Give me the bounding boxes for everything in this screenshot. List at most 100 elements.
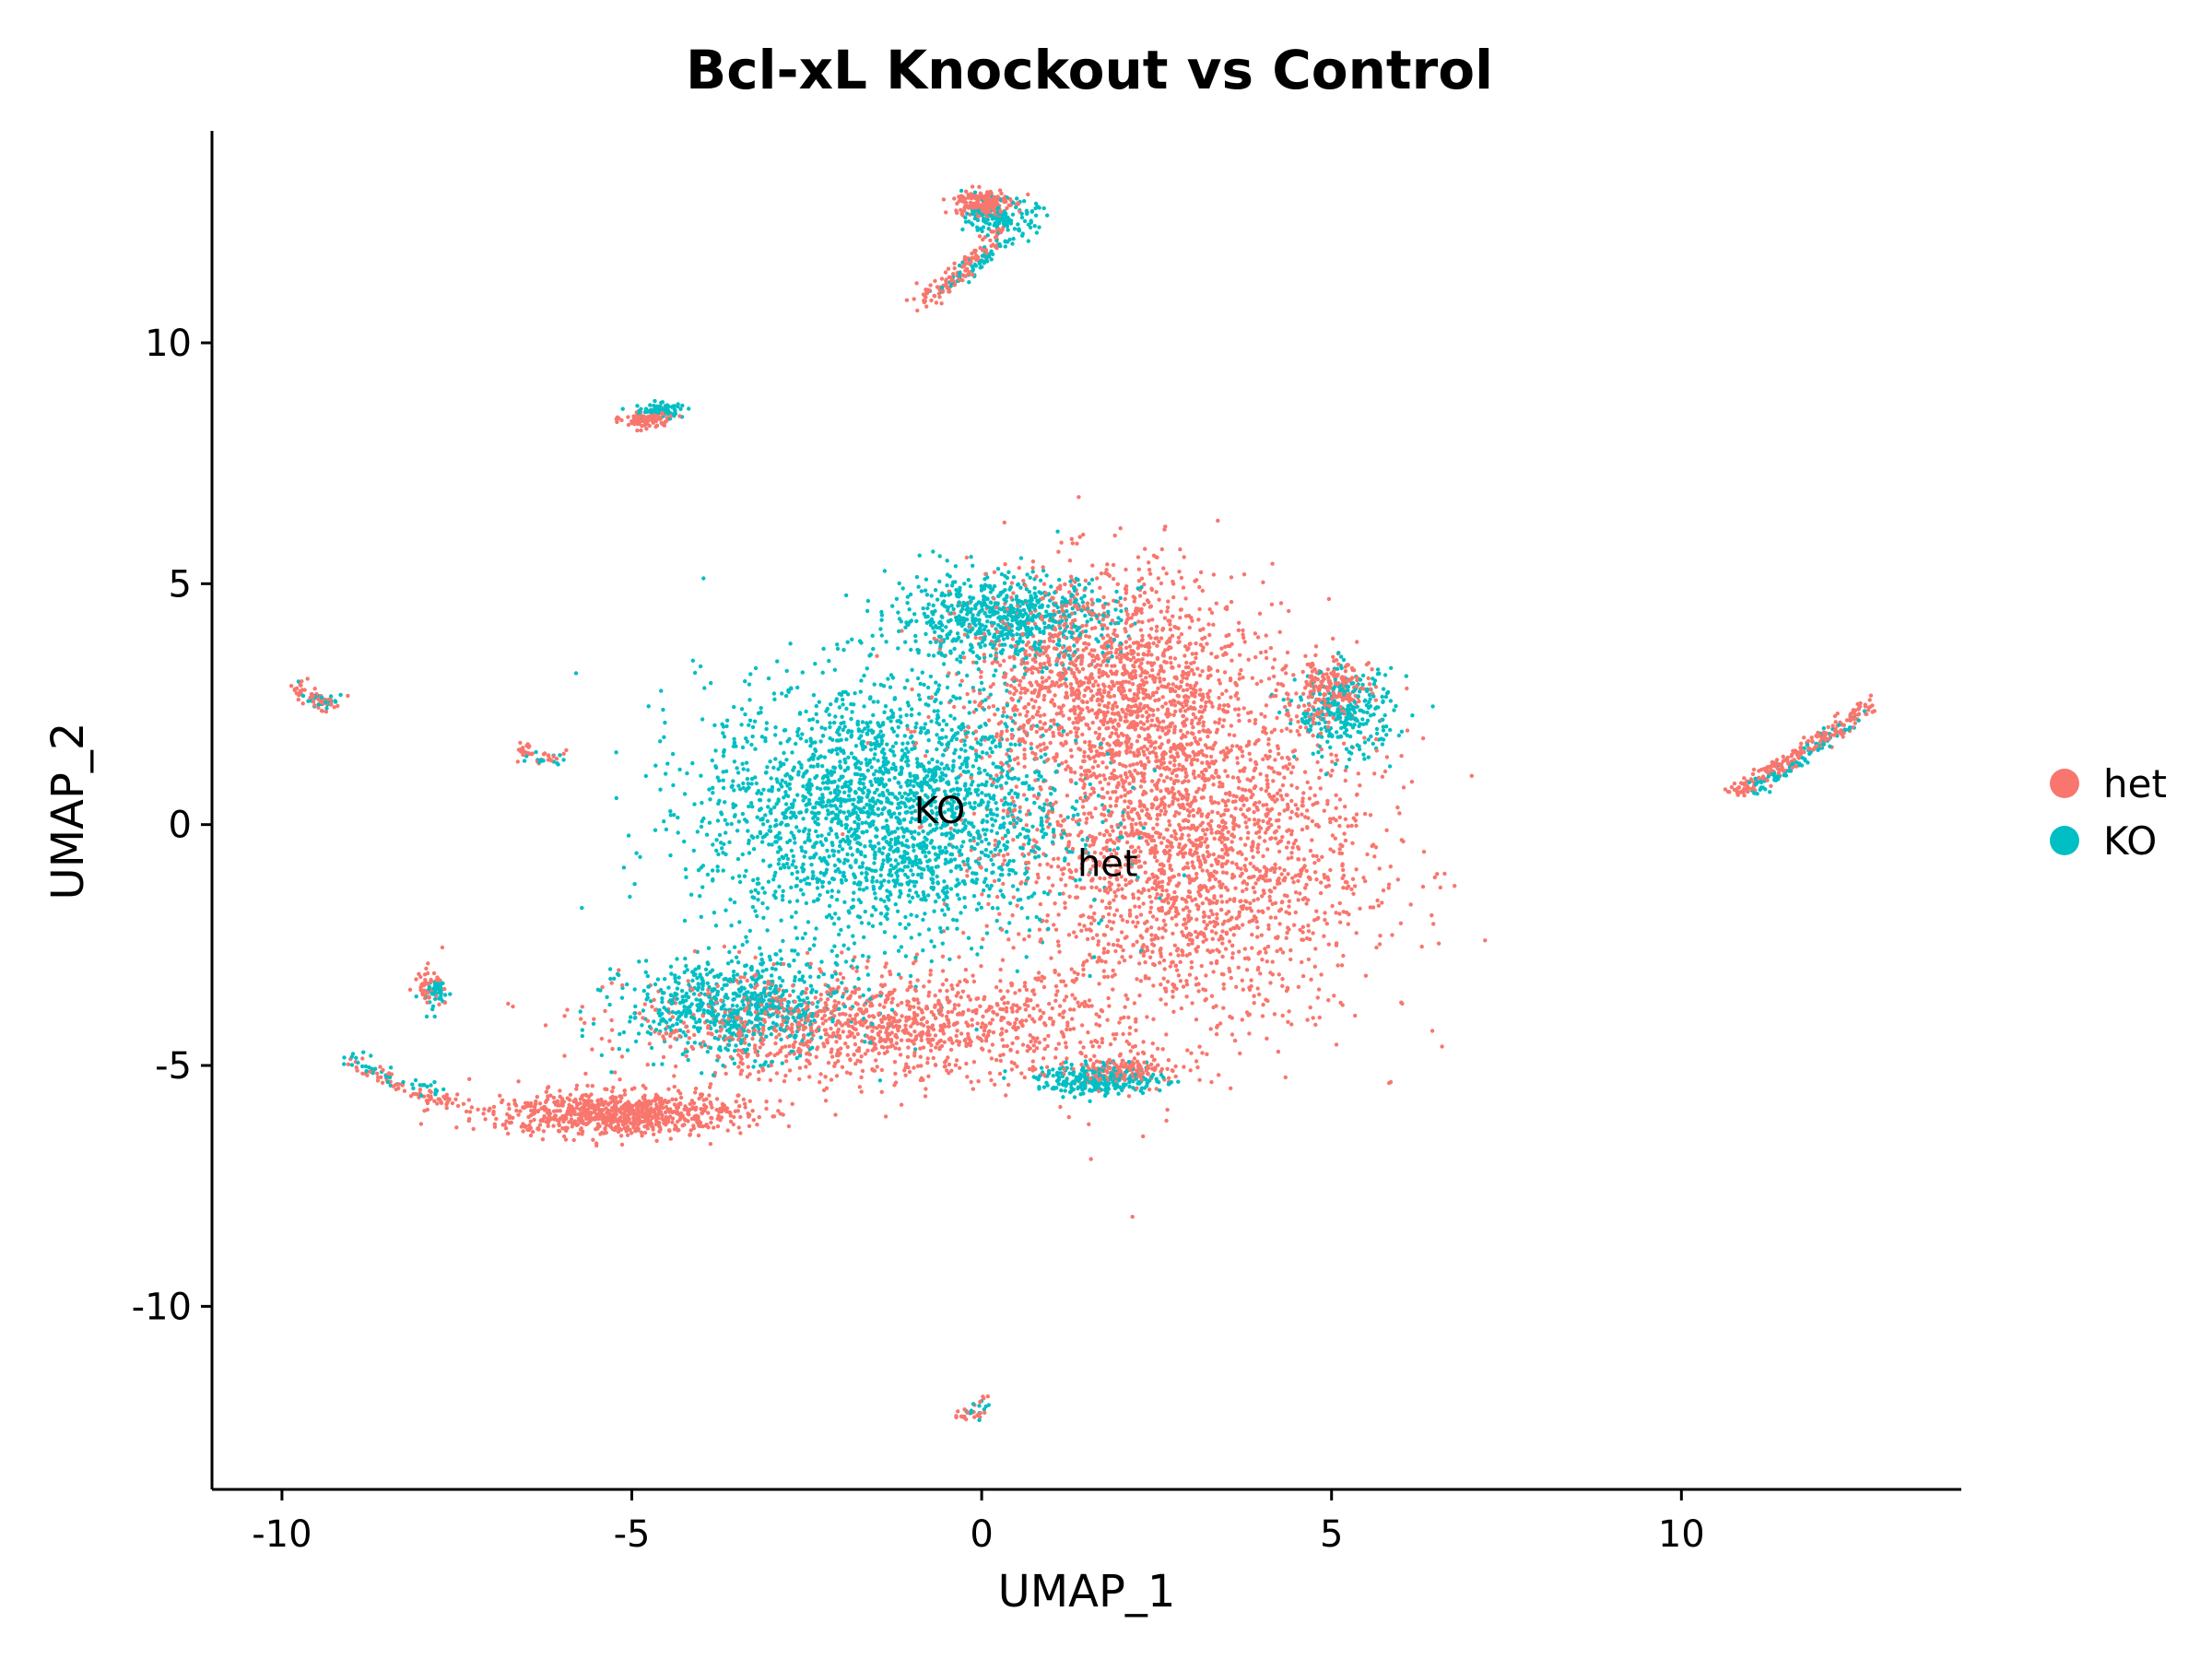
point-ko	[885, 742, 889, 747]
point-het	[1142, 590, 1147, 595]
point-het	[1084, 927, 1089, 932]
point-het	[1021, 723, 1027, 728]
point-ko	[664, 827, 669, 832]
point-het	[1150, 886, 1155, 890]
point-ko	[1041, 890, 1047, 895]
point-ko	[388, 1065, 394, 1070]
point-het	[551, 1124, 556, 1128]
point-ko	[1037, 805, 1042, 810]
point-het	[1001, 994, 1006, 1000]
point-het	[1064, 1045, 1069, 1050]
point-het	[1089, 626, 1095, 631]
point-het	[1313, 947, 1318, 951]
point-het	[629, 1105, 634, 1110]
point-het	[1155, 643, 1159, 648]
point-ko	[828, 724, 832, 730]
point-ko	[663, 977, 667, 982]
point-het	[1206, 691, 1210, 697]
point-het	[856, 986, 862, 992]
point-het	[1205, 827, 1209, 832]
point-ko	[902, 791, 908, 795]
point-ko	[795, 870, 800, 875]
point-het	[1343, 805, 1347, 809]
point-het	[1243, 857, 1249, 862]
point-het	[1248, 861, 1253, 866]
point-het	[750, 1109, 755, 1113]
point-het	[1030, 724, 1036, 728]
point-ko	[969, 606, 974, 612]
point-het	[582, 1020, 587, 1026]
point-het	[1232, 733, 1237, 738]
point-ko	[778, 866, 783, 871]
point-ko	[783, 693, 789, 699]
point-het	[1164, 888, 1170, 893]
point-ko	[1029, 746, 1034, 751]
point-het	[436, 1097, 441, 1101]
point-het	[1751, 767, 1757, 772]
point-ko	[787, 900, 793, 904]
point-het	[1315, 995, 1321, 1000]
point-het	[957, 1003, 961, 1007]
point-ko	[926, 738, 931, 743]
point-ko	[828, 721, 832, 725]
point-ko	[761, 858, 766, 863]
point-ko	[338, 692, 343, 698]
point-het	[1363, 973, 1369, 978]
point-het	[1289, 855, 1294, 860]
point-ko	[1010, 719, 1016, 724]
point-ko	[694, 1020, 699, 1025]
point-het	[1143, 821, 1147, 826]
point-het	[1118, 603, 1124, 607]
point-het	[1015, 708, 1019, 712]
point-ko	[982, 832, 988, 837]
point-ko	[1396, 733, 1402, 738]
point-ko	[902, 734, 907, 738]
point-ko	[956, 792, 960, 797]
point-het	[924, 304, 929, 309]
point-ko	[712, 1035, 717, 1041]
point-het	[709, 1102, 713, 1107]
point-het	[628, 1127, 632, 1133]
point-ko	[524, 754, 529, 759]
point-het	[760, 1025, 766, 1030]
point-ko	[839, 927, 843, 933]
point-het	[1295, 729, 1300, 734]
point-ko	[792, 958, 796, 963]
point-het	[1057, 732, 1063, 737]
point-het	[1005, 1043, 1010, 1049]
point-ko	[724, 822, 730, 827]
point-het	[1195, 1065, 1200, 1070]
point-het	[1065, 794, 1070, 798]
point-het	[1249, 978, 1253, 982]
point-het	[1397, 811, 1402, 816]
point-het	[1105, 741, 1110, 747]
point-het	[1145, 807, 1149, 812]
point-het	[1040, 676, 1045, 680]
point-het	[964, 1061, 969, 1066]
point-ko	[963, 748, 968, 753]
point-ko	[766, 805, 771, 809]
point-het	[1022, 747, 1027, 752]
point-ko	[599, 1053, 605, 1058]
point-het	[1268, 645, 1274, 651]
point-ko	[1362, 757, 1367, 761]
point-ko	[425, 1084, 429, 1089]
point-het	[1135, 761, 1140, 766]
point-het	[1120, 707, 1124, 712]
point-ko	[888, 847, 892, 852]
point-het	[1135, 652, 1141, 657]
point-het	[1252, 898, 1256, 903]
point-ko	[1112, 637, 1117, 642]
point-het	[528, 1119, 533, 1124]
point-het	[1162, 806, 1167, 810]
point-ko	[692, 670, 698, 676]
point-ko	[921, 948, 925, 953]
point-het	[981, 237, 985, 242]
point-het	[1243, 820, 1248, 825]
point-het	[450, 1100, 455, 1106]
point-ko	[915, 760, 920, 765]
point-ko	[848, 845, 853, 851]
point-het	[1038, 653, 1042, 657]
point-ko	[801, 798, 806, 803]
point-het	[579, 1017, 583, 1021]
